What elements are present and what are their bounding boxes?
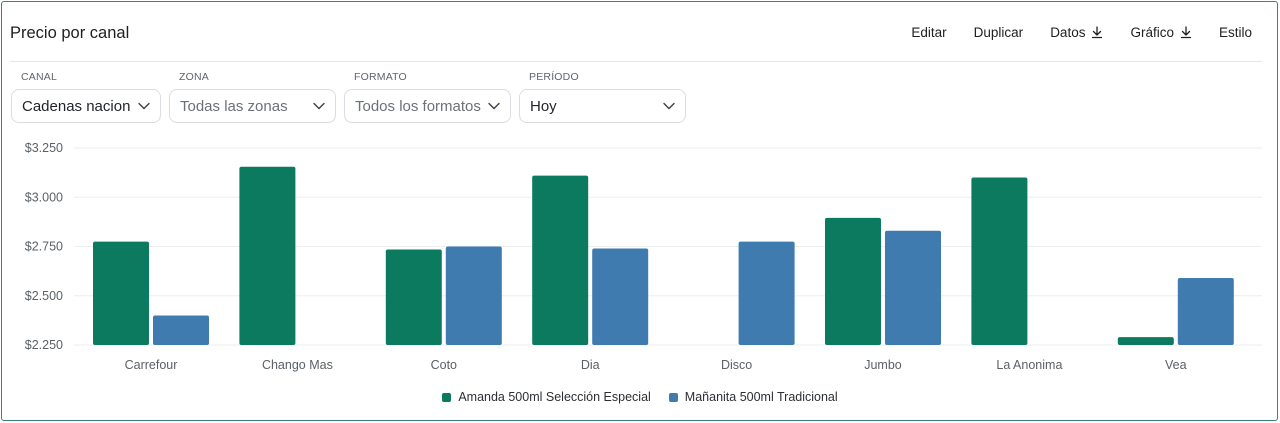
- filter-zona: ZONA Todas las zonas: [169, 71, 336, 123]
- legend-item-series-2[interactable]: Mañanita 500ml Tradicional: [668, 390, 838, 404]
- bar-chart: $3.250 $3.000 $2.750 $2.500 $2.250 Carrefour C…: [25, 141, 1262, 372]
- x-tick-label: Dia: [581, 358, 600, 372]
- download-chart-label: Gráfico: [1130, 25, 1174, 40]
- legend-swatch-series-2: [668, 392, 678, 402]
- periodo-select-value: Hoy: [530, 97, 557, 115]
- filter-formato-label: FORMATO: [354, 71, 407, 83]
- legend-label-series-2: Mañanita 500ml Tradicional: [684, 390, 838, 404]
- canal-select-value: Cadenas nacion: [22, 97, 131, 115]
- x-tick-label: Chango Mas: [262, 358, 333, 372]
- x-tick-label: Coto: [431, 358, 457, 372]
- header-divider: [10, 61, 1262, 62]
- x-tick-label: Disco: [721, 358, 752, 372]
- canal-select[interactable]: Cadenas nacion: [11, 89, 161, 123]
- toolbar: Editar Duplicar Datos Gráfico Estilo: [884, 25, 1252, 40]
- y-tick-label: $3.000: [25, 190, 63, 204]
- chevron-down-icon: [138, 102, 150, 110]
- style-button-label: Estilo: [1218, 25, 1252, 40]
- download-icon: [1092, 26, 1103, 39]
- style-button[interactable]: Estilo: [1219, 25, 1252, 40]
- download-data-label: Datos: [1050, 25, 1086, 40]
- bar-series-1: [1117, 337, 1174, 345]
- formato-select[interactable]: Todos los formatos: [344, 89, 511, 123]
- y-tick-label: $2.750: [25, 240, 63, 254]
- bar-series-1: [239, 166, 296, 345]
- filter-zona-label: ZONA: [179, 71, 209, 83]
- duplicate-button-label: Duplicar: [973, 25, 1024, 40]
- bar-series-2: [738, 241, 795, 345]
- chevron-down-icon: [488, 102, 500, 110]
- bar-series-2: [153, 315, 209, 345]
- edit-button-label: Editar: [911, 25, 947, 40]
- filter-canal: CANAL Cadenas nacion: [11, 71, 161, 123]
- zona-select-value: Todas las zonas: [180, 97, 288, 115]
- filter-formato: FORMATO Todos los formatos: [344, 71, 511, 123]
- duplicate-button[interactable]: Duplicar: [974, 25, 1024, 40]
- y-tick-label: $2.250: [25, 338, 63, 352]
- bar-series-2: [885, 230, 941, 345]
- zona-select[interactable]: Todas las zonas: [169, 89, 336, 123]
- chevron-down-icon: [313, 102, 325, 110]
- chart-title: Precio por canal: [10, 24, 130, 42]
- bar-series-1: [385, 249, 442, 345]
- filter-canal-label: CANAL: [21, 71, 58, 83]
- x-tick-label: Carrefour: [125, 358, 178, 372]
- y-tick-label: $3.250: [25, 141, 63, 155]
- formato-select-value: Todos los formatos: [355, 97, 481, 115]
- legend-swatch-series-1: [442, 392, 452, 402]
- bar-series-2: [592, 248, 649, 345]
- legend-item-series-1[interactable]: Amanda 500ml Selección Especial: [442, 390, 651, 404]
- filter-periodo-label: PERÍODO: [529, 71, 579, 83]
- filter-periodo: PERÍODO Hoy: [519, 71, 686, 123]
- x-tick-label: Jumbo: [864, 358, 902, 372]
- download-chart-button[interactable]: Gráfico: [1130, 25, 1192, 40]
- y-tick-label: $2.500: [25, 289, 63, 303]
- bar-series-1: [825, 217, 881, 345]
- legend-label-series-1: Amanda 500ml Selección Especial: [458, 390, 651, 404]
- periodo-select[interactable]: Hoy: [519, 89, 686, 123]
- download-icon: [1180, 26, 1192, 39]
- edit-button[interactable]: Editar: [911, 25, 946, 40]
- chart-legend: Amanda 500ml Selección Especial Mañanita…: [0, 390, 1280, 404]
- x-tick-label: La Anonima: [996, 358, 1062, 372]
- x-tick-label: Vea: [1165, 358, 1187, 372]
- bar-series-1: [93, 241, 149, 345]
- chevron-down-icon: [663, 102, 675, 110]
- bar-series-1: [532, 175, 589, 345]
- bar-series-1: [971, 177, 1028, 345]
- bar-series-2: [1177, 278, 1234, 345]
- download-data-button[interactable]: Datos: [1050, 25, 1103, 40]
- bar-series-2: [445, 246, 502, 345]
